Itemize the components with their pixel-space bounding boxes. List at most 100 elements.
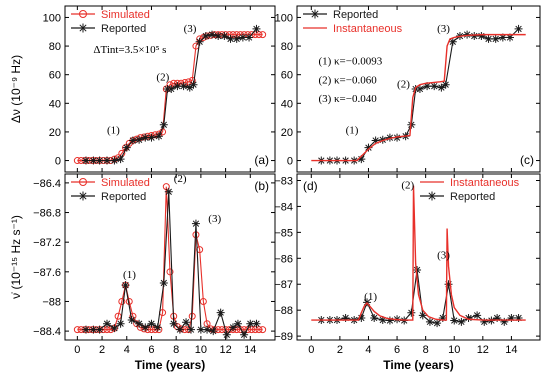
x-tick-label: 8 — [423, 344, 429, 356]
y-tick-label: −87 — [274, 279, 293, 291]
y-tick-label: 100 — [275, 12, 293, 24]
data-point — [89, 156, 98, 165]
data-point — [480, 317, 489, 326]
data-point — [220, 32, 229, 41]
legend-marker — [78, 23, 88, 33]
data-point — [484, 34, 493, 43]
series-simulated — [73, 183, 267, 334]
plot-frame — [296, 5, 541, 173]
annotation: (1) — [123, 269, 136, 281]
x-tick-label: 6 — [394, 344, 400, 356]
data-point — [177, 325, 185, 333]
x-tick-label: 12 — [219, 344, 231, 356]
data-point — [493, 313, 502, 322]
data-point — [121, 281, 130, 290]
x-tick-label: 10 — [195, 344, 207, 356]
data-point — [95, 156, 104, 165]
data-point — [159, 120, 168, 129]
legend-label: Instantaneous — [450, 177, 520, 189]
data-point — [251, 326, 259, 334]
legend: Instantaneous Reported — [420, 177, 520, 203]
data-point — [199, 297, 207, 305]
annotation: (2) — [397, 79, 410, 91]
data-point — [385, 316, 394, 325]
y-tick-label: 80 — [49, 41, 61, 53]
legend-marker — [79, 10, 87, 18]
data-point — [514, 24, 523, 33]
x-tick-label: 14 — [244, 344, 256, 356]
data-point — [116, 155, 125, 164]
data-point — [448, 37, 457, 46]
annotation: (3) — [208, 213, 221, 225]
x-tick-label: 4 — [124, 344, 130, 356]
x-axis-title: Time (years) — [383, 358, 453, 372]
data-point — [252, 24, 261, 33]
panel-c: 0 20 40 60 80 100 (1) κ=−0.0093 (2) κ=−0.060 (3)… — [275, 5, 541, 173]
data-point — [151, 326, 159, 334]
data-point — [89, 325, 98, 334]
panel-label: (b) — [254, 179, 269, 193]
data-point — [169, 319, 178, 328]
data-point — [357, 155, 366, 164]
legend-label: Instantaneous — [333, 23, 403, 35]
data-point — [153, 323, 162, 332]
data-point — [141, 323, 150, 332]
y-tick-label: 40 — [49, 98, 61, 110]
panel-d: 0 2 4 6 8 10 12 14 −83 −84 −85 −86 −87 −88 −89 Time (ye… — [274, 173, 541, 372]
data-point — [147, 133, 156, 142]
data-point — [141, 133, 150, 142]
data-point — [259, 31, 267, 39]
data-point — [154, 132, 163, 141]
annotation: (1) — [107, 124, 120, 136]
data-point — [135, 135, 144, 144]
data-point — [107, 326, 115, 334]
data-point — [229, 31, 237, 39]
y-tick-label: −88.4 — [33, 326, 61, 338]
data-point — [103, 156, 111, 165]
legend-marker — [79, 178, 87, 186]
annotation: (3) — [184, 23, 197, 35]
data-point — [166, 268, 174, 276]
legend-label: Reported — [333, 9, 378, 21]
y-tick-label: 20 — [281, 127, 293, 139]
annotation: (1) κ=−0.0093 — [318, 56, 382, 68]
y-tick-label: −88 — [42, 296, 61, 308]
y-tick-label: 20 — [49, 127, 61, 139]
data-point — [164, 187, 173, 196]
data-point — [140, 133, 148, 141]
series-reported — [317, 265, 523, 328]
data-point — [464, 313, 473, 322]
annotation: (1) — [346, 124, 359, 136]
legend-marker — [310, 9, 320, 19]
series-line — [311, 185, 526, 321]
data-point — [110, 324, 119, 333]
x-tick-label: 8 — [173, 344, 179, 356]
series-line — [311, 33, 526, 162]
data-point — [438, 313, 447, 322]
data-point — [514, 313, 523, 322]
plot-frame — [64, 5, 276, 173]
data-point — [144, 132, 152, 140]
data-point — [95, 325, 104, 334]
data-point — [463, 30, 472, 39]
data-point — [423, 82, 432, 91]
data-point — [232, 34, 241, 43]
plot-frame — [64, 173, 276, 341]
data-point — [259, 326, 267, 334]
data-point — [226, 34, 235, 43]
x-tick-label: 14 — [505, 344, 517, 356]
annotation: ΔTint=3.5×10⁵ s — [93, 44, 166, 56]
y-tick-label: −87.6 — [33, 267, 61, 279]
y-tick-label: −84 — [274, 201, 293, 213]
data-point — [222, 330, 231, 339]
legend-label: Reported — [101, 191, 146, 203]
x-tick-label: 0 — [74, 344, 80, 356]
panel-label: (c) — [520, 153, 534, 167]
data-point — [233, 319, 242, 328]
legend-label: Reported — [450, 191, 495, 203]
data-point — [246, 319, 255, 328]
data-point — [159, 278, 168, 287]
data-point — [185, 83, 194, 92]
data-point — [147, 319, 156, 328]
data-point — [491, 34, 500, 43]
